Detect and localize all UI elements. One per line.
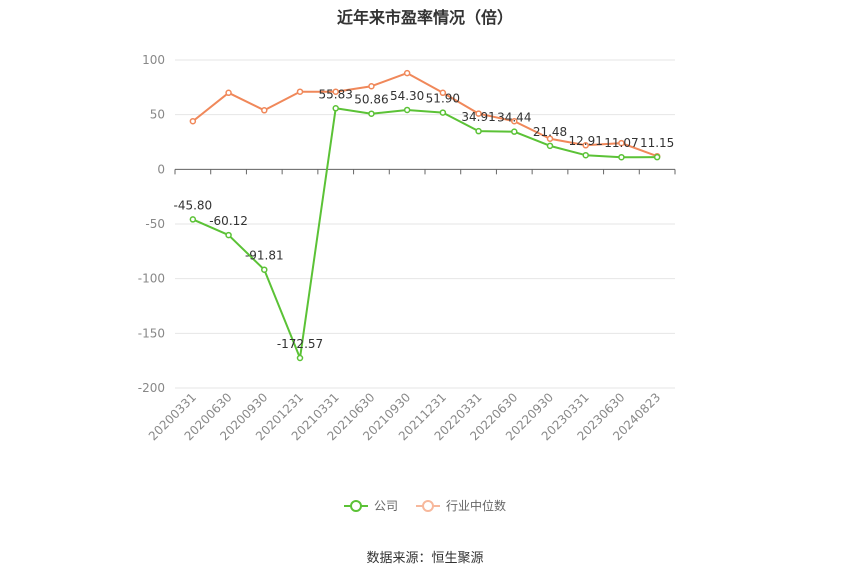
data-label: -60.12 bbox=[209, 214, 248, 228]
legend-industry-swatch bbox=[416, 499, 440, 513]
y-tick-label: -50 bbox=[145, 217, 165, 231]
x-axis: 2020033120200630202009302020123120210331… bbox=[146, 168, 676, 443]
legend-company-label: 公司 bbox=[373, 499, 398, 513]
point-company[interactable] bbox=[403, 106, 411, 114]
point-industry-median[interactable] bbox=[261, 107, 268, 114]
point-industry-median[interactable] bbox=[439, 89, 447, 97]
source-note: 数据来源：恒生聚源 bbox=[366, 551, 484, 566]
point-company[interactable] bbox=[511, 128, 518, 135]
legend: 公司 行业中位数 bbox=[0, 497, 850, 514]
point-company[interactable] bbox=[618, 153, 625, 161]
line-chart: 100 50 0 -50 -100 -150 -200 202003312020063020… bbox=[138, 53, 676, 443]
point-industry-median[interactable] bbox=[475, 110, 482, 117]
data-label: 51.90 bbox=[426, 92, 460, 106]
legend-item-industry-median[interactable]: 行业中位数 bbox=[416, 497, 506, 514]
data-label: -172.57 bbox=[277, 337, 323, 351]
data-label: 50.86 bbox=[354, 93, 388, 107]
data-labels: -45.80 -60.12 -91.81 -172.57 55.83 50.86 54.30… bbox=[174, 87, 675, 351]
point-company[interactable] bbox=[439, 109, 447, 116]
point-company[interactable] bbox=[261, 266, 268, 273]
point-industry-median[interactable] bbox=[332, 88, 339, 95]
series-lines bbox=[189, 69, 661, 362]
point-industry-median[interactable] bbox=[618, 139, 625, 147]
legend-industry-label: 行业中位数 bbox=[446, 499, 507, 513]
point-industry-median[interactable] bbox=[296, 88, 304, 95]
data-label: 34.91 bbox=[461, 110, 495, 124]
data-label: 54.30 bbox=[390, 89, 424, 103]
data-label: 55.83 bbox=[319, 87, 353, 101]
point-company[interactable] bbox=[189, 216, 197, 223]
point-company[interactable] bbox=[368, 110, 375, 117]
point-industry-median[interactable] bbox=[368, 82, 375, 90]
data-label: 11.15 bbox=[640, 136, 674, 150]
series-line-industry-median bbox=[192, 72, 658, 158]
grid-lines bbox=[175, 59, 675, 389]
point-company[interactable] bbox=[296, 354, 304, 362]
y-tick-label: -150 bbox=[138, 326, 165, 340]
point-company[interactable] bbox=[225, 231, 232, 239]
point-company[interactable] bbox=[332, 105, 339, 112]
y-tick-label: 0 bbox=[157, 162, 165, 176]
data-label: 11.07 bbox=[604, 136, 638, 150]
legend-item-company[interactable]: 公司 bbox=[343, 497, 398, 514]
legend-company-swatch bbox=[343, 499, 368, 513]
point-company[interactable] bbox=[475, 127, 482, 135]
point-industry-median[interactable] bbox=[225, 89, 232, 97]
y-axis: 100 50 0 -50 -100 -150 -200 bbox=[138, 53, 165, 395]
data-label: 34.44 bbox=[497, 111, 531, 125]
point-industry-median[interactable] bbox=[403, 69, 411, 77]
data-label: 21.48 bbox=[533, 125, 567, 139]
data-label: 12.91 bbox=[569, 134, 603, 148]
point-industry-median[interactable] bbox=[511, 117, 518, 125]
chart-title: 近年来市盈率情况（倍） bbox=[336, 8, 513, 27]
point-company[interactable] bbox=[546, 142, 554, 150]
point-industry-median[interactable] bbox=[546, 135, 554, 142]
data-label: -45.80 bbox=[174, 198, 213, 212]
point-industry-median[interactable] bbox=[189, 117, 197, 125]
point-industry-median[interactable] bbox=[582, 142, 589, 149]
y-tick-label: 100 bbox=[142, 53, 165, 67]
y-tick-label: -100 bbox=[138, 272, 165, 286]
point-company[interactable] bbox=[653, 153, 661, 161]
series-line-company bbox=[192, 107, 658, 360]
y-tick-label: 50 bbox=[150, 108, 165, 122]
data-label: -91.81 bbox=[245, 249, 284, 263]
point-company[interactable] bbox=[582, 151, 589, 159]
y-tick-label: -200 bbox=[138, 381, 165, 395]
